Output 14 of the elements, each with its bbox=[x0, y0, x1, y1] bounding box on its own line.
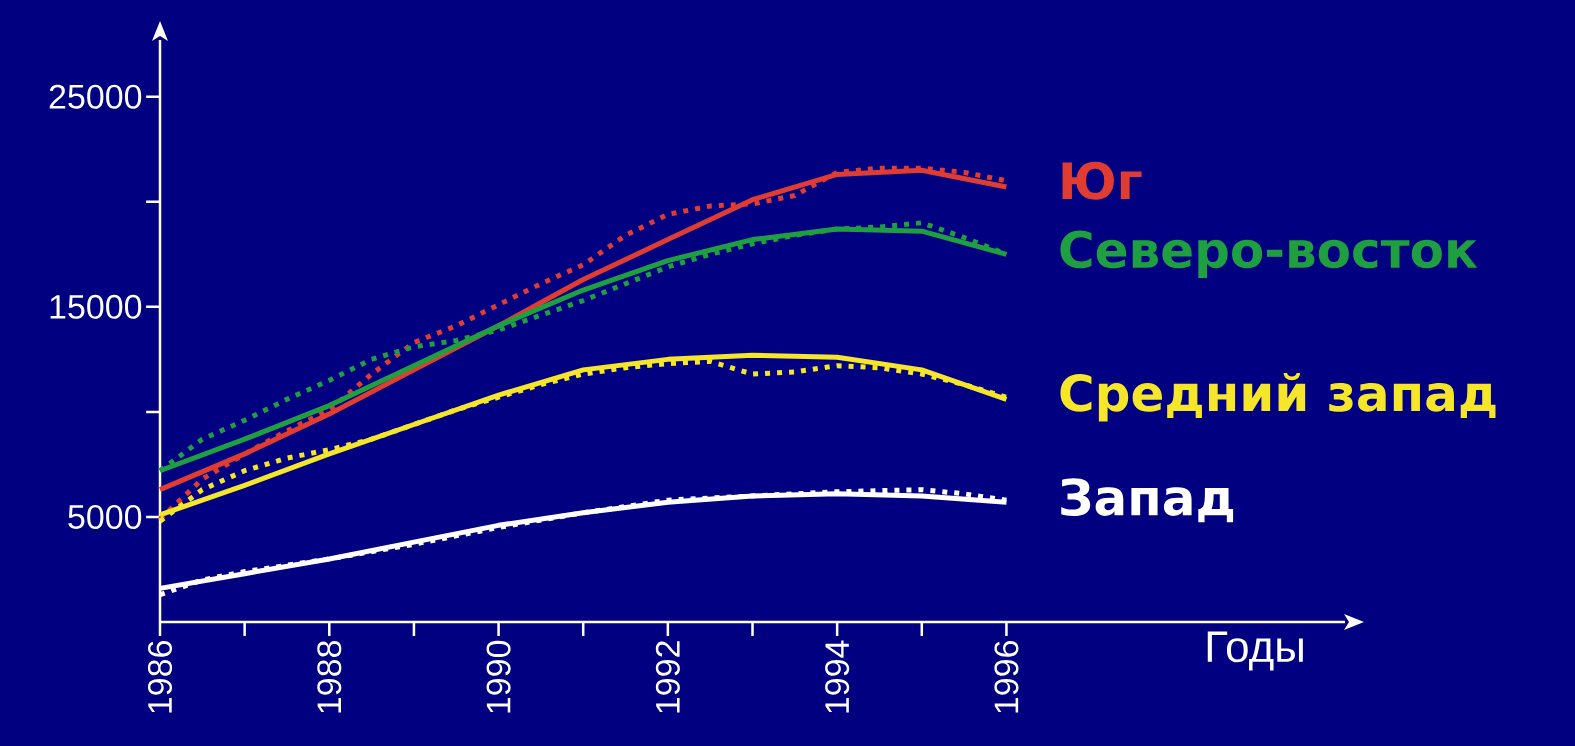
series-label: Средний запад bbox=[1060, 372, 1496, 422]
x-tick-label: 1986 bbox=[147, 641, 173, 713]
x-tick-label: 1994 bbox=[825, 640, 850, 713]
series-label: Северо-восток bbox=[1060, 230, 1478, 279]
y-tick-label: 25000 bbox=[49, 84, 142, 109]
series-label: Запад bbox=[1061, 478, 1234, 523]
x-tick-label: 1996 bbox=[994, 641, 1019, 713]
x-tick-label: 1988 bbox=[317, 641, 342, 713]
x-tick-label: 1990 bbox=[486, 640, 511, 713]
y-tick-label: 5000 bbox=[68, 504, 142, 529]
series-label: Юг bbox=[1062, 161, 1142, 200]
x-axis-title: Годы bbox=[1207, 631, 1303, 671]
y-tick-label: 15000 bbox=[50, 294, 142, 319]
x-tick-label: 1992 bbox=[655, 641, 680, 713]
